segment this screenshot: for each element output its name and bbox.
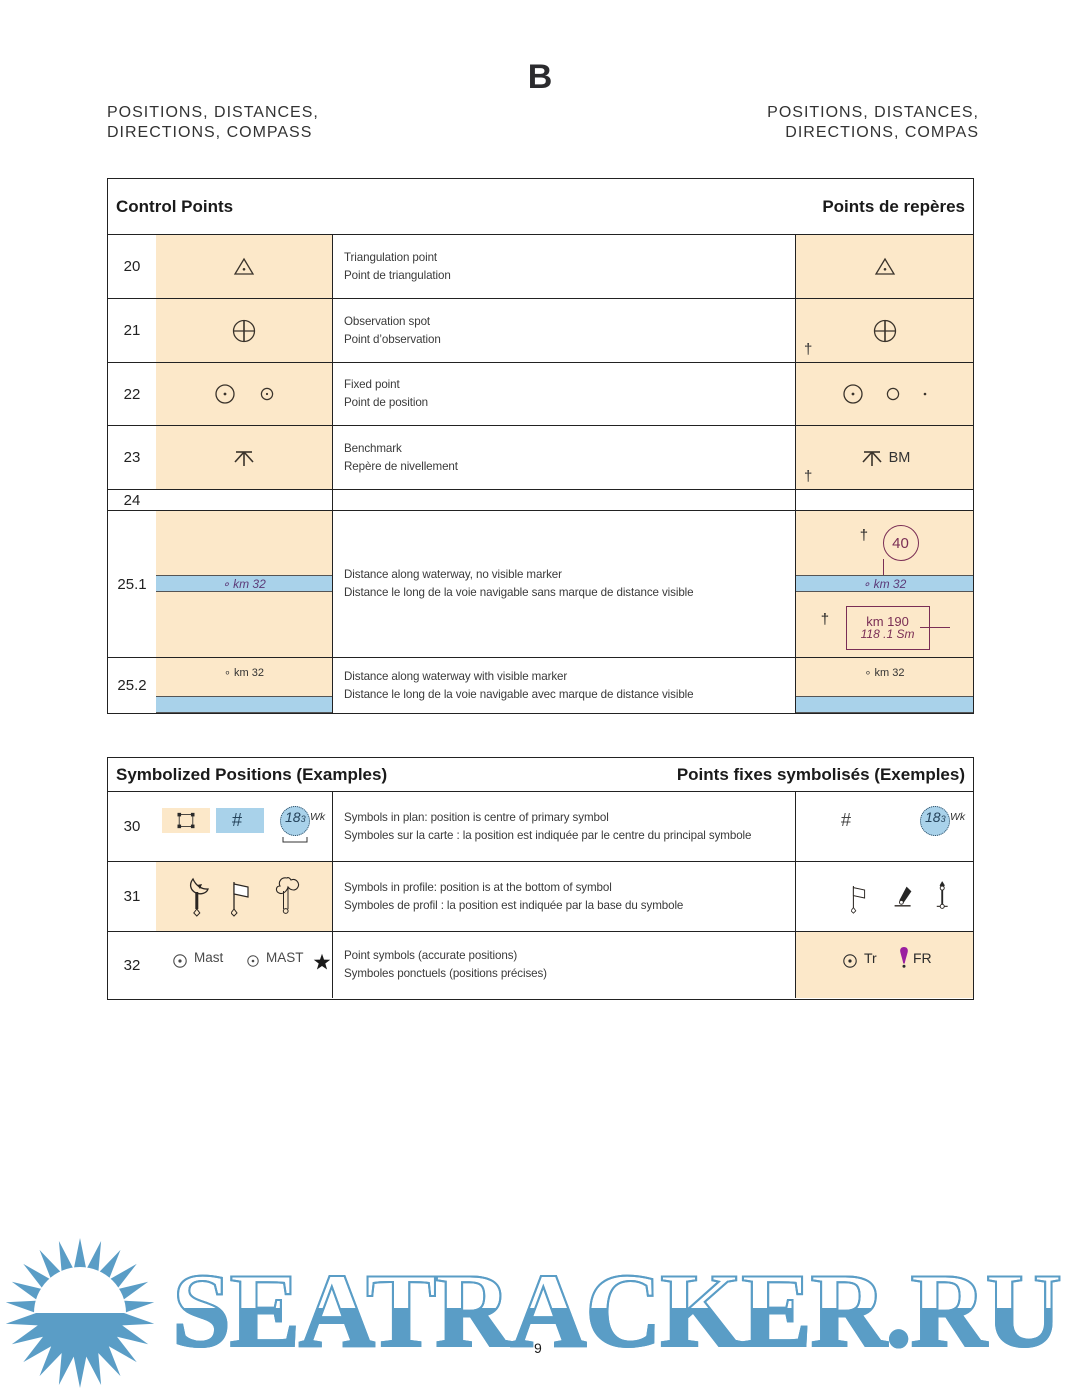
svg-text:SEATRACKER.RU: SEATRACKER.RU: [172, 1252, 1061, 1369]
